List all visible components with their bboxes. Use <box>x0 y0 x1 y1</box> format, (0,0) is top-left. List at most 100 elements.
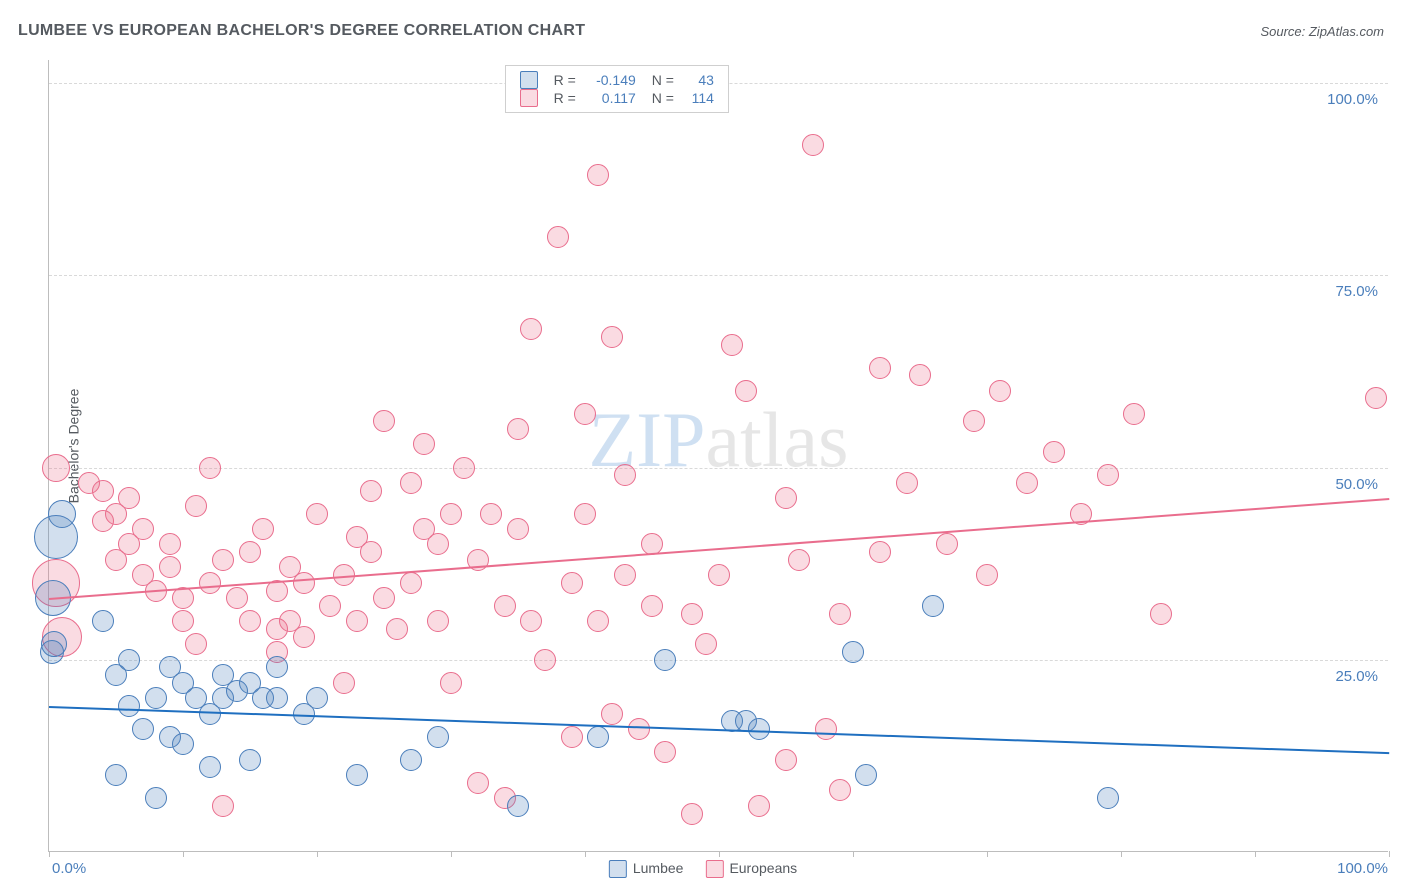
lumbee-point <box>346 764 368 786</box>
euro-point <box>574 403 596 425</box>
stats-box: R =-0.149N =43R =0.117N =114 <box>505 65 729 113</box>
euro-point <box>212 795 234 817</box>
euro-point <box>561 726 583 748</box>
lumbee-point <box>400 749 422 771</box>
lumbee-point <box>842 641 864 663</box>
y-tick-label: 50.0% <box>1335 476 1378 493</box>
n-label: N = <box>652 72 674 88</box>
lumbee-swatch-icon <box>609 860 627 878</box>
euro-point <box>775 487 797 509</box>
euro-point <box>587 164 609 186</box>
r-label: R = <box>554 90 576 106</box>
watermark-part-2: atlas <box>706 396 849 483</box>
euro-point <box>386 618 408 640</box>
plot-area: ZIPatlas 25.0%50.0%75.0%100.0%R =-0.149N… <box>48 60 1388 852</box>
euro-point <box>574 503 596 525</box>
lumbee-point <box>145 787 167 809</box>
gridline <box>49 660 1388 661</box>
r-value: -0.149 <box>586 72 636 88</box>
euro-point <box>775 749 797 771</box>
euro-point <box>681 603 703 625</box>
euro-point <box>721 334 743 356</box>
lumbee-point <box>427 726 449 748</box>
euro-point <box>976 564 998 586</box>
euro-point <box>373 587 395 609</box>
x-tick-label-max: 100.0% <box>1337 860 1388 877</box>
euro-point <box>1150 603 1172 625</box>
lumbee-point <box>654 649 676 671</box>
euro-point <box>587 610 609 632</box>
euro-point <box>802 134 824 156</box>
euro-point <box>507 418 529 440</box>
euro-point <box>788 549 810 571</box>
euro-point <box>534 649 556 671</box>
x-tick <box>1255 851 1256 857</box>
euro-point <box>467 772 489 794</box>
euro-point <box>199 572 221 594</box>
euro-point <box>172 610 194 632</box>
euro-point <box>293 626 315 648</box>
euro-point <box>360 480 382 502</box>
x-tick <box>49 851 50 857</box>
lumbee-point <box>748 718 770 740</box>
euro-point <box>319 595 341 617</box>
euro-point <box>614 564 636 586</box>
chart-container: LUMBEE VS EUROPEAN BACHELOR'S DEGREE COR… <box>0 0 1406 892</box>
n-label: N = <box>652 90 674 106</box>
lumbee-point <box>266 687 288 709</box>
legend-item-lumbee: Lumbee <box>609 860 684 878</box>
lumbee-trendline <box>49 706 1389 754</box>
euro-point <box>708 564 730 586</box>
euro-point <box>815 718 837 740</box>
euro-point <box>239 541 261 563</box>
euro-point <box>601 326 623 348</box>
lumbee-point <box>40 640 64 664</box>
x-tick <box>451 851 452 857</box>
lumbee-point <box>922 595 944 617</box>
euro-point <box>346 610 368 632</box>
n-value: 114 <box>684 90 714 106</box>
euro-point <box>681 803 703 825</box>
euro-point <box>1016 472 1038 494</box>
euro-point <box>185 495 207 517</box>
euro-point <box>132 518 154 540</box>
euro-point <box>252 518 274 540</box>
euro-point <box>159 556 181 578</box>
euro-point <box>480 503 502 525</box>
euro-swatch-icon <box>705 860 723 878</box>
lumbee-point <box>507 795 529 817</box>
euro-point <box>239 610 261 632</box>
lumbee-point <box>587 726 609 748</box>
lumbee-point <box>1097 787 1119 809</box>
lumbee-point <box>118 695 140 717</box>
euro-point <box>654 741 676 763</box>
gridline <box>49 275 1388 276</box>
legend-label: Lumbee <box>633 860 684 876</box>
source-label: Source: ZipAtlas.com <box>1260 24 1384 39</box>
euro-point <box>373 410 395 432</box>
euro-point <box>360 541 382 563</box>
y-tick-label: 75.0% <box>1335 283 1378 300</box>
euro-point <box>520 610 542 632</box>
euro-point <box>199 457 221 479</box>
euro-point <box>118 487 140 509</box>
euro-swatch-icon <box>520 89 538 107</box>
stats-row: R = -0.149 N = 43 <box>520 71 714 89</box>
euro-point <box>1123 403 1145 425</box>
euro-point <box>909 364 931 386</box>
euro-point <box>561 572 583 594</box>
lumbee-point <box>145 687 167 709</box>
chart-title: LUMBEE VS EUROPEAN BACHELOR'S DEGREE COR… <box>18 22 585 40</box>
euro-point <box>159 533 181 555</box>
lumbee-point <box>855 764 877 786</box>
euro-point <box>641 595 663 617</box>
euro-point <box>226 587 248 609</box>
euro-point <box>869 357 891 379</box>
n-value: 43 <box>684 72 714 88</box>
euro-point <box>92 480 114 502</box>
r-label: R = <box>554 72 576 88</box>
euro-point <box>614 464 636 486</box>
gridline <box>49 468 1388 469</box>
x-tick <box>719 851 720 857</box>
lumbee-point <box>118 649 140 671</box>
